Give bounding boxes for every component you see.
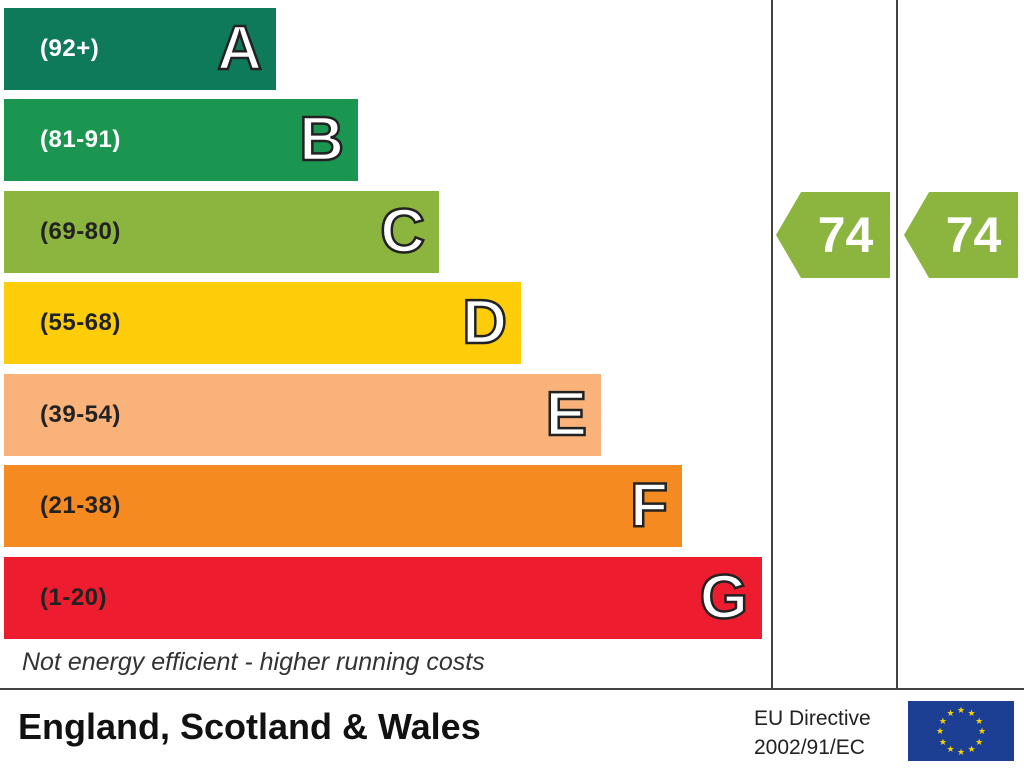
eu-star-icon: ★ [967, 707, 976, 718]
rating-band-f: (21-38) F [4, 465, 682, 547]
current-rating-value: 74 [817, 207, 874, 263]
current-rating-arrow-shape [776, 192, 890, 278]
rating-band-range: (21-38) [40, 492, 121, 519]
column-divider-current [771, 0, 773, 690]
footnote-text: Not energy efficient - higher running co… [22, 648, 485, 676]
eu-star-icon: ★ [967, 744, 976, 755]
eu-star-icon: ★ [978, 726, 987, 736]
footer-divider [0, 688, 1024, 690]
rating-band-letter: E [544, 379, 588, 451]
column-divider-potential [896, 0, 898, 690]
potential-rating-arrow-shape [904, 192, 1018, 278]
rating-band-letter: A [216, 13, 263, 85]
eu-flag-icon: ★ ★ ★ ★ ★ ★ ★ ★ ★ ★ ★ ★ [908, 701, 1014, 761]
current-rating-arrow: 74 [776, 192, 890, 278]
eu-star-icon: ★ [936, 726, 945, 736]
eu-directive-label: EU Directive 2002/91/EC [754, 704, 900, 762]
rating-band-letter: C [379, 196, 426, 268]
rating-band-range: (55-68) [40, 309, 121, 336]
eu-star-icon: ★ [946, 707, 955, 718]
eu-star-icon: ★ [957, 705, 966, 715]
eu-star-icon: ★ [938, 715, 947, 726]
eu-star-icon: ★ [946, 744, 955, 755]
rating-band-range: (39-54) [40, 401, 121, 428]
eu-star-icon: ★ [957, 747, 966, 757]
rating-band-c: (69-80) C [4, 191, 439, 273]
rating-band-letter: G [699, 562, 750, 634]
eu-directive-line1: EU Directive [754, 707, 871, 730]
rating-band-range: (1-20) [40, 584, 108, 611]
rating-band-d: (55-68) D [4, 282, 521, 364]
rating-band-range: (69-80) [40, 218, 121, 245]
eu-star-icon: ★ [975, 736, 984, 747]
rating-band-letter: B [298, 104, 345, 176]
rating-band-a: (92+) A [4, 8, 276, 90]
rating-band-range: (81-91) [40, 126, 121, 153]
eu-star-icon: ★ [938, 736, 947, 747]
rating-band-g: (1-20) G [4, 557, 762, 639]
region-title: England, Scotland & Wales [18, 706, 481, 747]
rating-band-b: (81-91) B [4, 99, 358, 181]
potential-rating-value: 74 [945, 207, 1002, 263]
potential-rating-arrow: 74 [904, 192, 1018, 278]
rating-band-range: (92+) [40, 35, 100, 62]
rating-band-letter: D [461, 287, 508, 359]
rating-band-letter: F [629, 470, 669, 542]
eu-directive-line2: 2002/91/EC [754, 736, 865, 759]
rating-band-e: (39-54) E [4, 374, 601, 456]
eu-star-icon: ★ [975, 715, 984, 726]
